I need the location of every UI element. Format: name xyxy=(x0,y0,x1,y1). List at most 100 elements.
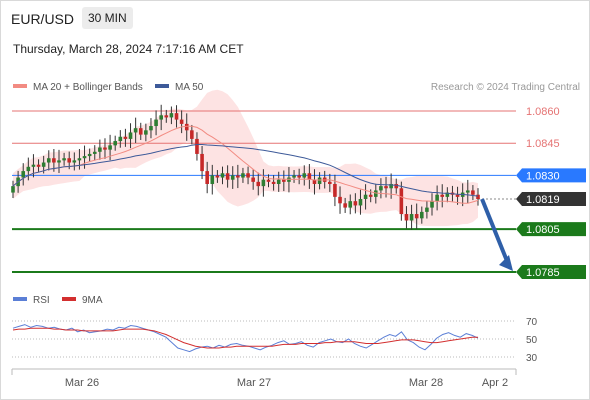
bull-candle xyxy=(419,211,424,219)
bull-candle xyxy=(31,164,36,167)
bear-candle xyxy=(174,113,179,120)
bear-candle xyxy=(246,173,250,178)
bull-candle xyxy=(210,175,215,184)
bull-candle xyxy=(317,177,322,184)
bear-candle xyxy=(179,119,184,124)
bear-candle xyxy=(138,128,143,135)
pivot-label: 1.0830 xyxy=(526,170,560,182)
forecast-arrow xyxy=(480,198,513,271)
current-label: 1.0819 xyxy=(526,194,560,206)
bull-candle xyxy=(144,130,148,135)
bull-candle xyxy=(374,190,378,197)
bull-candle xyxy=(21,171,26,178)
bear-candle xyxy=(256,181,261,187)
bull-candle xyxy=(128,132,133,139)
rsi-legend-label: RSI xyxy=(33,295,50,306)
resistance-label: 1.0845 xyxy=(526,138,560,150)
bull-candle xyxy=(154,119,158,127)
research-credit: Research © 2024 Trading Central xyxy=(431,82,580,93)
bull-candle xyxy=(108,145,112,150)
support-label: 1.0785 xyxy=(526,267,560,279)
bull-candle xyxy=(77,158,82,161)
bull-candle xyxy=(241,173,245,178)
bear-candle xyxy=(471,190,475,195)
bull-candle xyxy=(72,160,77,163)
bear-candle xyxy=(266,179,271,182)
bull-candle xyxy=(92,151,97,154)
bear-candle xyxy=(476,194,480,200)
bull-candle xyxy=(276,179,281,184)
bull-candle xyxy=(430,201,434,208)
bear-candle xyxy=(333,183,337,197)
rsi-ma-legend-label: 9MA xyxy=(82,295,103,306)
bull-candle xyxy=(26,166,31,172)
bollinger-bands xyxy=(13,89,478,227)
rsi-ma-line xyxy=(12,327,478,349)
ma50-line xyxy=(12,144,479,197)
bull-candle xyxy=(98,147,102,152)
bear-candle xyxy=(307,173,312,180)
bear-candle xyxy=(36,164,41,167)
resistance-label: 1.0860 xyxy=(526,106,560,118)
bull-candle xyxy=(62,158,66,161)
rsi-axis-label: 70 xyxy=(526,317,538,328)
bull-candle xyxy=(11,186,15,193)
rsi-axis-label: 30 xyxy=(526,353,538,364)
bull-candle xyxy=(46,158,51,163)
bear-candle xyxy=(103,147,107,150)
bear-candle xyxy=(353,201,358,206)
ma50-legend-swatch xyxy=(155,84,169,88)
bear-candle xyxy=(215,175,220,178)
ma50-legend-label: MA 50 xyxy=(175,82,204,93)
price-levels xyxy=(12,110,516,273)
rsi-legend-swatch xyxy=(13,297,27,301)
rsi-panel: 70 50 30 xyxy=(12,317,538,364)
bull-candle xyxy=(261,179,266,187)
bull-candle xyxy=(230,175,235,180)
current-label-box xyxy=(516,192,586,207)
bear-candle xyxy=(414,214,419,219)
bear-candle xyxy=(384,186,388,189)
timeframe-button[interactable]: 30 MIN xyxy=(82,7,133,29)
ma20-legend-swatch xyxy=(13,84,27,88)
x-axis-labels: Mar 26 Mar 27 Mar 28 Apr 2 xyxy=(65,377,508,389)
bull-candle xyxy=(425,207,429,212)
bear-candle xyxy=(394,183,399,189)
bear-candle xyxy=(225,173,230,180)
bull-candle xyxy=(445,192,450,197)
bull-candle xyxy=(465,190,470,193)
bear-candle xyxy=(236,175,240,178)
bull-candle xyxy=(41,162,46,167)
bull-candle xyxy=(169,113,174,118)
bull-candle xyxy=(358,199,363,206)
bull-candle xyxy=(409,214,414,221)
bear-candle xyxy=(455,194,460,197)
bull-candle xyxy=(82,156,87,159)
bull-candle xyxy=(133,128,138,133)
rsi-ma-legend-swatch xyxy=(62,297,76,301)
bear-candle xyxy=(328,181,332,184)
x-axis-label: Apr 2 xyxy=(482,377,508,389)
bull-candle xyxy=(435,194,439,202)
bear-candle xyxy=(123,136,128,139)
moving-averages xyxy=(12,125,479,204)
bear-candle xyxy=(200,153,204,172)
bear-candle xyxy=(338,196,342,204)
bollinger-band-area xyxy=(13,89,478,227)
forecast-arrow-head xyxy=(499,255,513,271)
bear-candle xyxy=(205,171,209,184)
price-level-labels: 1.0860 1.0845 1.0830 1.0819 1.0805 1.0785 xyxy=(516,106,586,279)
rsi-axis-label: 50 xyxy=(526,335,538,346)
bear-candle xyxy=(440,194,445,197)
ma20-line xyxy=(12,125,479,204)
bull-candle xyxy=(302,173,307,178)
bull-candle xyxy=(292,175,296,178)
bear-candle xyxy=(251,177,255,182)
bull-candle xyxy=(379,186,383,191)
bear-candle xyxy=(164,115,169,118)
bear-candle xyxy=(404,214,409,221)
bear-candle xyxy=(312,179,317,184)
bull-candle xyxy=(149,126,153,131)
bull-candle xyxy=(159,115,163,120)
